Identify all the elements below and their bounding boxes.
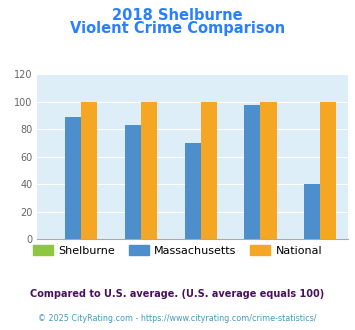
Bar [141, 102, 157, 239]
Bar [320, 102, 336, 239]
Text: Compared to U.S. average. (U.S. average equals 100): Compared to U.S. average. (U.S. average … [31, 289, 324, 299]
Legend: Shelburne, Massachusetts, National: Shelburne, Massachusetts, National [28, 241, 327, 260]
Bar [304, 184, 320, 239]
Text: © 2025 CityRating.com - https://www.cityrating.com/crime-statistics/: © 2025 CityRating.com - https://www.city… [38, 314, 317, 323]
Text: Violent Crime Comparison: Violent Crime Comparison [70, 21, 285, 36]
Bar [185, 143, 201, 239]
Bar [244, 105, 260, 239]
Text: 2018 Shelburne: 2018 Shelburne [112, 8, 243, 23]
Bar [81, 102, 97, 239]
Bar [65, 117, 81, 239]
Bar [260, 102, 277, 239]
Bar [201, 102, 217, 239]
Bar [125, 125, 141, 239]
